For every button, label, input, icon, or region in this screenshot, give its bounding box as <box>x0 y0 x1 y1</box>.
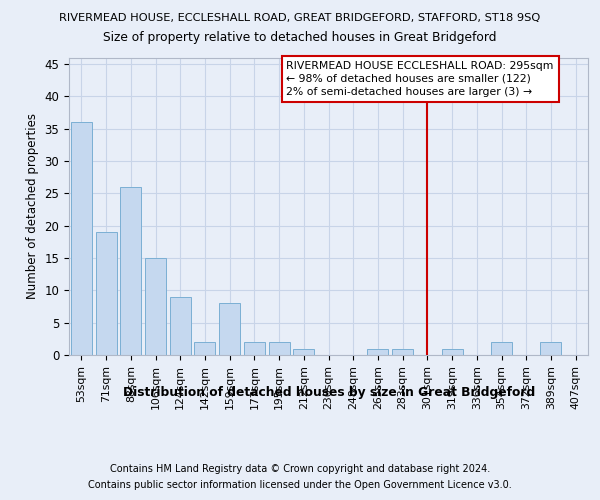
Bar <box>219 304 240 355</box>
Bar <box>95 232 116 355</box>
Bar <box>491 342 512 355</box>
Bar <box>541 342 562 355</box>
Bar <box>244 342 265 355</box>
Bar <box>442 348 463 355</box>
Text: Contains HM Land Registry data © Crown copyright and database right 2024.: Contains HM Land Registry data © Crown c… <box>110 464 490 474</box>
Bar <box>145 258 166 355</box>
Bar <box>71 122 92 355</box>
Bar <box>367 348 388 355</box>
Text: Contains public sector information licensed under the Open Government Licence v3: Contains public sector information licen… <box>88 480 512 490</box>
Bar <box>269 342 290 355</box>
Bar <box>120 187 141 355</box>
Bar <box>170 297 191 355</box>
Text: RIVERMEAD HOUSE, ECCLESHALL ROAD, GREAT BRIDGEFORD, STAFFORD, ST18 9SQ: RIVERMEAD HOUSE, ECCLESHALL ROAD, GREAT … <box>59 12 541 22</box>
Bar <box>392 348 413 355</box>
Bar <box>293 348 314 355</box>
Bar <box>194 342 215 355</box>
Text: Distribution of detached houses by size in Great Bridgeford: Distribution of detached houses by size … <box>122 386 535 399</box>
Text: RIVERMEAD HOUSE ECCLESHALL ROAD: 295sqm
← 98% of detached houses are smaller (12: RIVERMEAD HOUSE ECCLESHALL ROAD: 295sqm … <box>286 60 554 97</box>
Text: Size of property relative to detached houses in Great Bridgeford: Size of property relative to detached ho… <box>103 31 497 44</box>
Y-axis label: Number of detached properties: Number of detached properties <box>26 114 39 299</box>
